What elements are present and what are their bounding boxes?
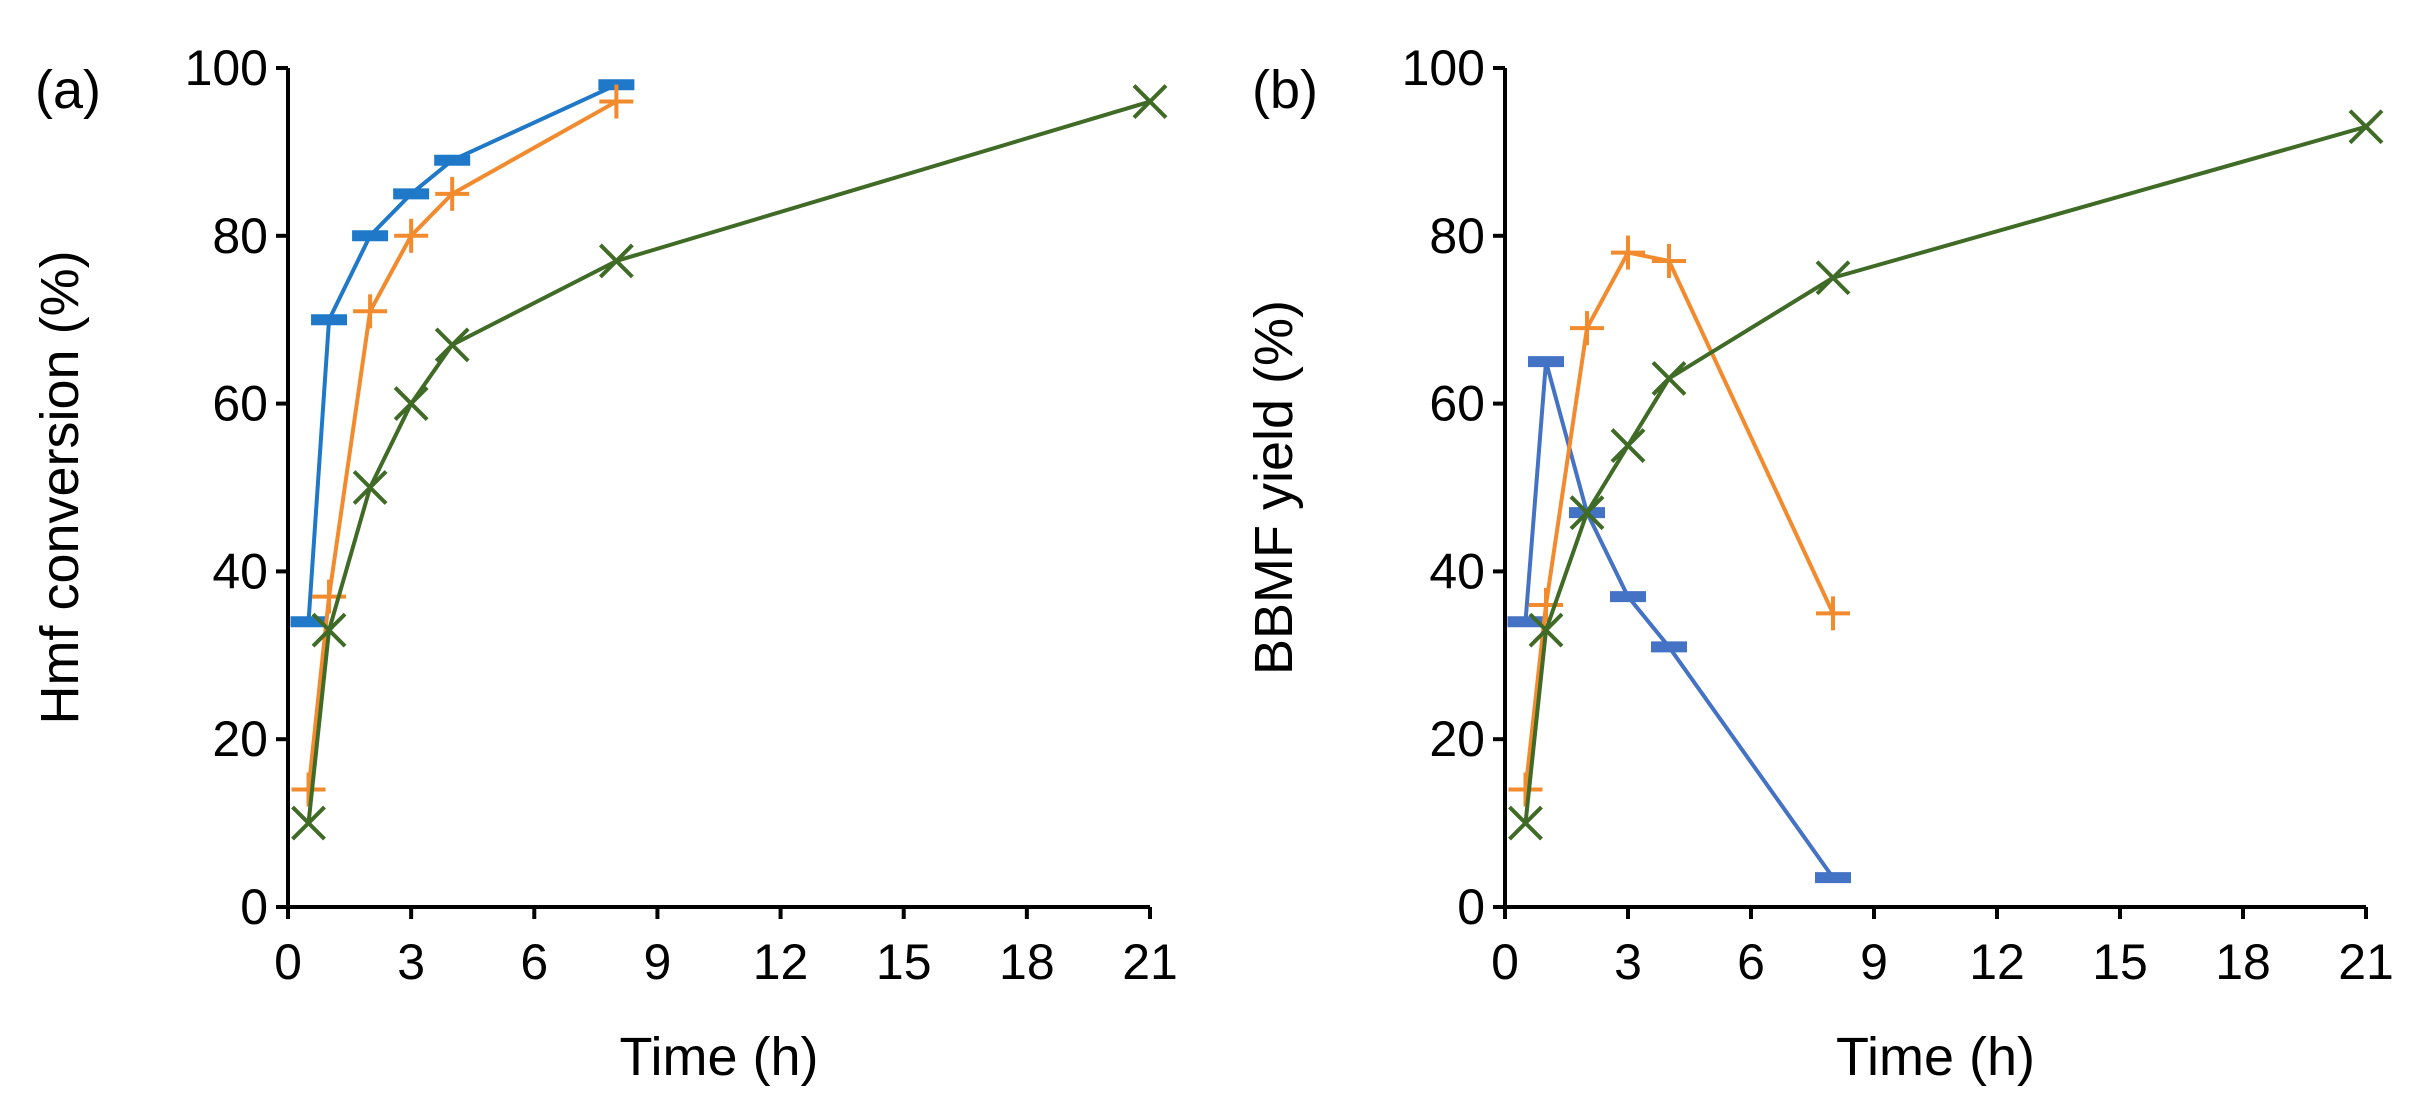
series-orange-point [435, 176, 470, 211]
y-tick-label: 40 [1429, 543, 1485, 599]
y-tick-label: 20 [212, 711, 268, 767]
x-tick-label: 12 [1969, 934, 2025, 990]
series-blue [1507, 356, 1851, 884]
series-green-point [291, 805, 326, 841]
x-tick-label: 21 [2338, 934, 2394, 990]
series-orange-point [1570, 311, 1604, 346]
y-tick-label: 80 [1429, 208, 1485, 264]
panel-label: (b) [1252, 60, 1318, 120]
series-orange-point [1611, 235, 1645, 270]
y-tick-label: 60 [1429, 376, 1485, 432]
x-tick-label: 15 [876, 934, 932, 990]
series-green-point [1569, 495, 1605, 531]
series-orange-point [599, 84, 634, 119]
panel-b: 0 20 40 60 80 100 0 3 6 9 12 15 18 21 Time (h) BBMF yie… [1244, 40, 2394, 1087]
y-tick-label: 60 [212, 376, 268, 432]
series-green-point [1610, 428, 1646, 463]
y-axis-title: BBMF yield (%) [1244, 300, 1304, 675]
y-tick-label: 0 [240, 879, 268, 935]
x-tick-label: 9 [1860, 934, 1888, 990]
series-green-point [598, 243, 634, 279]
series-orange-point [353, 294, 388, 329]
y-axis-title: Hmf conversion (%) [30, 250, 90, 724]
x-tick-label: 0 [274, 934, 302, 990]
series-blue-line [1523, 359, 1835, 879]
y-tick-label: 80 [212, 208, 268, 264]
y-tick-label: 100 [1402, 40, 1485, 96]
series-green-point [1508, 805, 1543, 841]
series-orange-point [1529, 587, 1563, 622]
x-tick-label: 6 [520, 934, 548, 990]
series-orange [1508, 235, 1850, 807]
x-tick-label: 18 [2215, 934, 2271, 990]
x-tick-label: 3 [1614, 934, 1642, 990]
series-green-point [393, 386, 429, 422]
series-blue-line [306, 82, 618, 622]
x-tick-label: 9 [644, 934, 672, 990]
x-tick-label: 12 [753, 934, 809, 990]
y-tick-label: 20 [1429, 711, 1485, 767]
x-axis-title: Time (h) [620, 1027, 819, 1087]
series-blue [290, 79, 635, 628]
series-green-point [434, 327, 470, 363]
y-tick-label: 0 [1457, 879, 1485, 935]
series-orange-point [394, 218, 429, 253]
series-orange-point [1816, 596, 1850, 631]
series-green-point [1651, 361, 1687, 396]
series-green-point [1132, 84, 1168, 119]
series-orange-point [291, 772, 326, 807]
series-orange-line [306, 99, 618, 790]
x-axis-title: Time (h) [1836, 1027, 2035, 1087]
series-green-line [1523, 124, 2367, 824]
series-green-point [352, 470, 388, 505]
series-green-point [311, 612, 347, 648]
panel-a: 0 20 40 60 80 100 0 3 6 9 12 15 18 21 Time (h) Hmf conv… [30, 40, 1178, 1087]
series-orange-point [1508, 772, 1543, 807]
x-tick-label: 6 [1737, 934, 1765, 990]
series-orange-point [1652, 243, 1686, 278]
x-tick-label: 0 [1491, 934, 1519, 990]
y-tick-label: 100 [185, 40, 268, 96]
series-orange-line [1523, 250, 1835, 790]
y-tick-label: 40 [212, 543, 268, 599]
series-green [291, 84, 1168, 841]
series-orange [291, 84, 634, 807]
series-green-point [1528, 612, 1564, 648]
series-green-point [2348, 109, 2384, 145]
series-green-point [1815, 260, 1851, 296]
x-tick-label: 3 [397, 934, 425, 990]
panel-label: (a) [35, 60, 101, 120]
x-tick-label: 15 [2092, 934, 2148, 990]
series-green [1508, 109, 2384, 841]
x-tick-label: 18 [999, 934, 1055, 990]
x-tick-label: 21 [1122, 934, 1178, 990]
